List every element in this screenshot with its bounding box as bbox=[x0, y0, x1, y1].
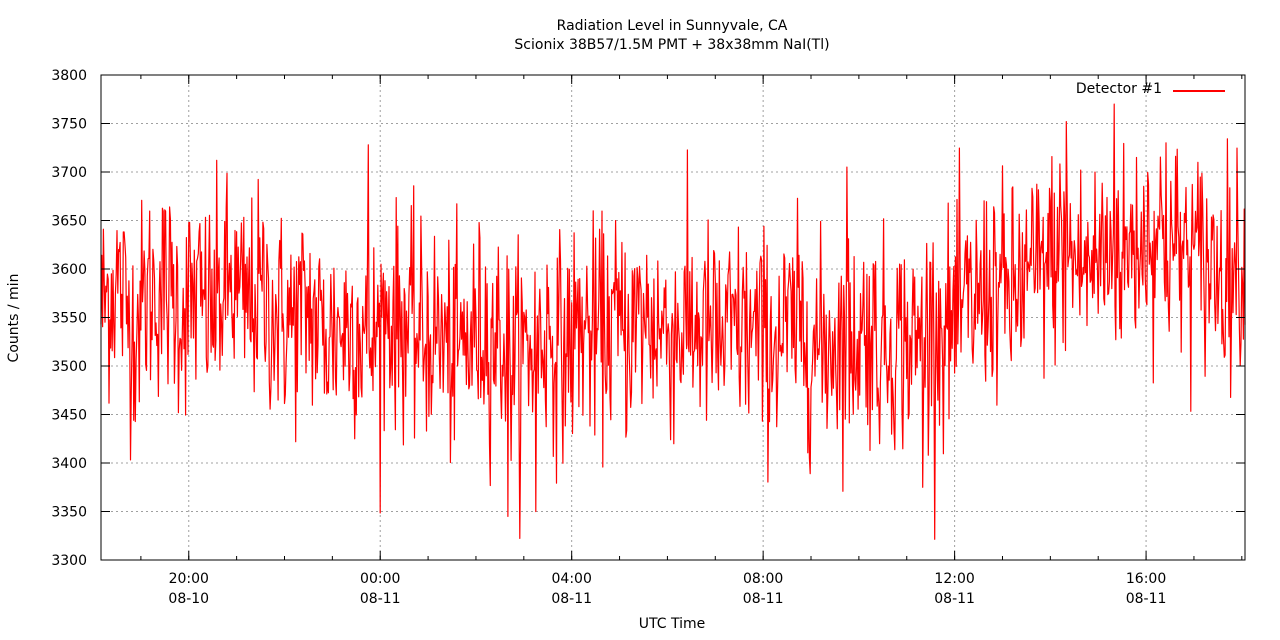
y-tick-label: 3550 bbox=[51, 311, 87, 327]
x-tick-label-time: 08:00 bbox=[743, 571, 783, 587]
grid-lines bbox=[101, 75, 1245, 560]
x-axis-label: UTC Time bbox=[638, 616, 706, 632]
x-tick-label-date: 08-11 bbox=[1126, 591, 1167, 607]
y-tick-label: 3400 bbox=[51, 456, 87, 472]
y-tick-label: 3350 bbox=[51, 505, 87, 521]
x-axis: 20:00 08-10 00:00 08-11 04:00 08-11 08:00 08-11… bbox=[140, 75, 1243, 607]
x-tick-label-time: 16:00 bbox=[1126, 571, 1166, 587]
x-tick-label-date: 08-11 bbox=[934, 591, 975, 607]
y-tick-label: 3650 bbox=[51, 214, 87, 230]
legend-label: Detector #1 bbox=[1075, 81, 1162, 97]
chart-subtitle: Scionix 38B57/1.5M PMT + 38x38mm NaI(Tl) bbox=[514, 37, 830, 53]
x-tick-label-date: 08-11 bbox=[743, 591, 784, 607]
y-tick-label: 3700 bbox=[51, 165, 87, 181]
y-tick-label: 3750 bbox=[51, 117, 87, 133]
chart-title: Radiation Level in Sunnyvale, CA bbox=[556, 18, 788, 34]
series-detector-1 bbox=[100, 103, 1246, 540]
x-tick-label-time: 20:00 bbox=[169, 571, 209, 587]
legend-swatch bbox=[1173, 90, 1225, 92]
x-tick-label-date: 08-10 bbox=[168, 591, 209, 607]
y-tick-label: 3800 bbox=[51, 68, 87, 84]
y-tick-label: 3600 bbox=[51, 262, 87, 278]
series-line-detector-1 bbox=[100, 103, 1246, 540]
x-tick-label-time: 12:00 bbox=[934, 571, 974, 587]
y-tick-label: 3450 bbox=[51, 408, 87, 424]
y-tick-label: 3500 bbox=[51, 359, 87, 375]
y-tick-label: 3300 bbox=[51, 553, 87, 569]
x-tick-label-time: 04:00 bbox=[552, 571, 592, 587]
x-tick-label-date: 08-11 bbox=[360, 591, 401, 607]
x-tick-label-time: 00:00 bbox=[360, 571, 400, 587]
x-tick-label-date: 08-11 bbox=[551, 591, 592, 607]
y-axis: 3300 3350 3400 3450 3500 3550 3600 3650 3700 3750… bbox=[51, 68, 1245, 569]
